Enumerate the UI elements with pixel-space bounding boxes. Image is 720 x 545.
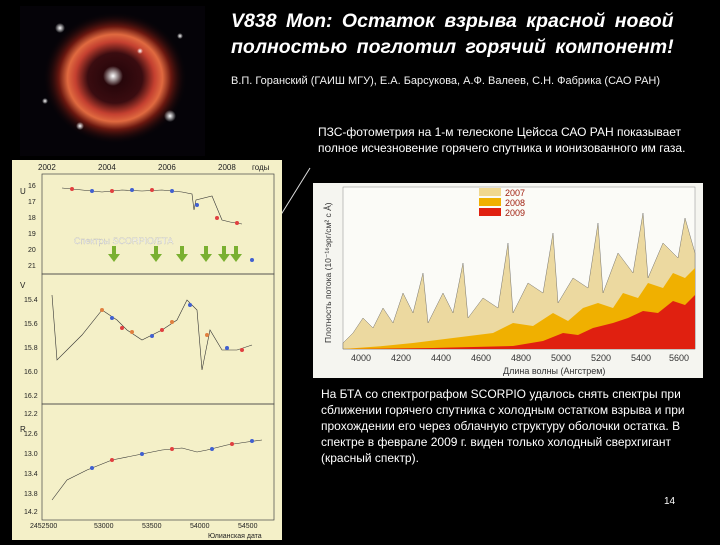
lightcurve-chart: 2002 2004 2006 2008 годы U V R 16 17 18 …	[12, 160, 282, 540]
top-tick: 2002	[38, 163, 56, 172]
svg-text:21: 21	[28, 263, 36, 270]
panel-name-u: U	[20, 187, 26, 196]
authors-line: В.П. Горанский (ГАИШ МГУ), Е.А. Барсуков…	[231, 75, 661, 87]
svg-text:53000: 53000	[94, 523, 114, 530]
svg-text:54000: 54000	[190, 523, 210, 530]
svg-text:53500: 53500	[142, 523, 162, 530]
svg-text:19: 19	[28, 231, 36, 238]
slide-title: V838 Mon: Остаток взрыва красной новой п…	[231, 10, 674, 58]
page-number: 14	[664, 496, 676, 507]
svg-text:16: 16	[28, 183, 36, 190]
legend-2007: 2007	[505, 188, 525, 198]
x-tick: 5600	[669, 353, 689, 363]
x-tick: 5200	[591, 353, 611, 363]
x-tick: 5400	[631, 353, 651, 363]
x-tick: 5000	[551, 353, 571, 363]
svg-text:14.2: 14.2	[24, 509, 38, 516]
spectrum-chart: 2007 2008 2009 4000 4200 4400 4600 4800 …	[313, 183, 703, 378]
svg-text:13.0: 13.0	[24, 451, 38, 458]
svg-text:18: 18	[28, 215, 36, 222]
svg-text:13.4: 13.4	[24, 471, 38, 478]
svg-text:12.6: 12.6	[24, 431, 38, 438]
nebula-image	[20, 6, 205, 156]
spectra-arrows	[108, 246, 242, 262]
svg-text:17: 17	[28, 199, 36, 206]
ccd-photometry-text: ПЗС-фотометрия на 1-м телескопе Цейсса С…	[318, 125, 686, 155]
x-tick: 4200	[391, 353, 411, 363]
top-tick: 2006	[158, 163, 176, 172]
x-tick: 4400	[431, 353, 451, 363]
svg-text:54500: 54500	[238, 523, 258, 530]
telegram-link[interactable]: Astronomer's Telegram No.1821	[430, 518, 595, 530]
svg-text:20: 20	[28, 247, 36, 254]
x-tick: 4800	[511, 353, 531, 363]
legend-2009: 2009	[505, 208, 525, 218]
spectra-label: Спектры SCORPIO/БТА	[74, 236, 173, 246]
svg-text:15.4: 15.4	[24, 297, 38, 304]
spectrum-2009	[343, 295, 695, 349]
svg-text:15.8: 15.8	[24, 345, 38, 352]
svg-text:16.2: 16.2	[24, 393, 38, 400]
top-tick: 2008	[218, 163, 236, 172]
y-axis-label: Плотность потока (10⁻¹⁶эрг/см² с Å)	[323, 202, 333, 343]
svg-text:15.6: 15.6	[24, 321, 38, 328]
x-tick: 4000	[351, 353, 371, 363]
top-tick: 2004	[98, 163, 116, 172]
svg-text:16.0: 16.0	[24, 369, 38, 376]
x-tick: 4600	[471, 353, 491, 363]
svg-text:12.2: 12.2	[24, 411, 38, 418]
bta-text: На БТА со спектрографом SCORPIO удалось …	[321, 387, 685, 465]
panel-name-v: V	[20, 281, 26, 290]
panel-name-r: R	[20, 425, 26, 434]
x-axis-label: Длина волны (Ангстрем)	[503, 366, 605, 376]
bottom-unit: Юлианская дата	[208, 533, 262, 540]
legend-2008: 2008	[505, 198, 525, 208]
top-unit: годы	[252, 163, 270, 172]
svg-text:2452500: 2452500	[30, 523, 57, 530]
svg-text:13.8: 13.8	[24, 491, 38, 498]
